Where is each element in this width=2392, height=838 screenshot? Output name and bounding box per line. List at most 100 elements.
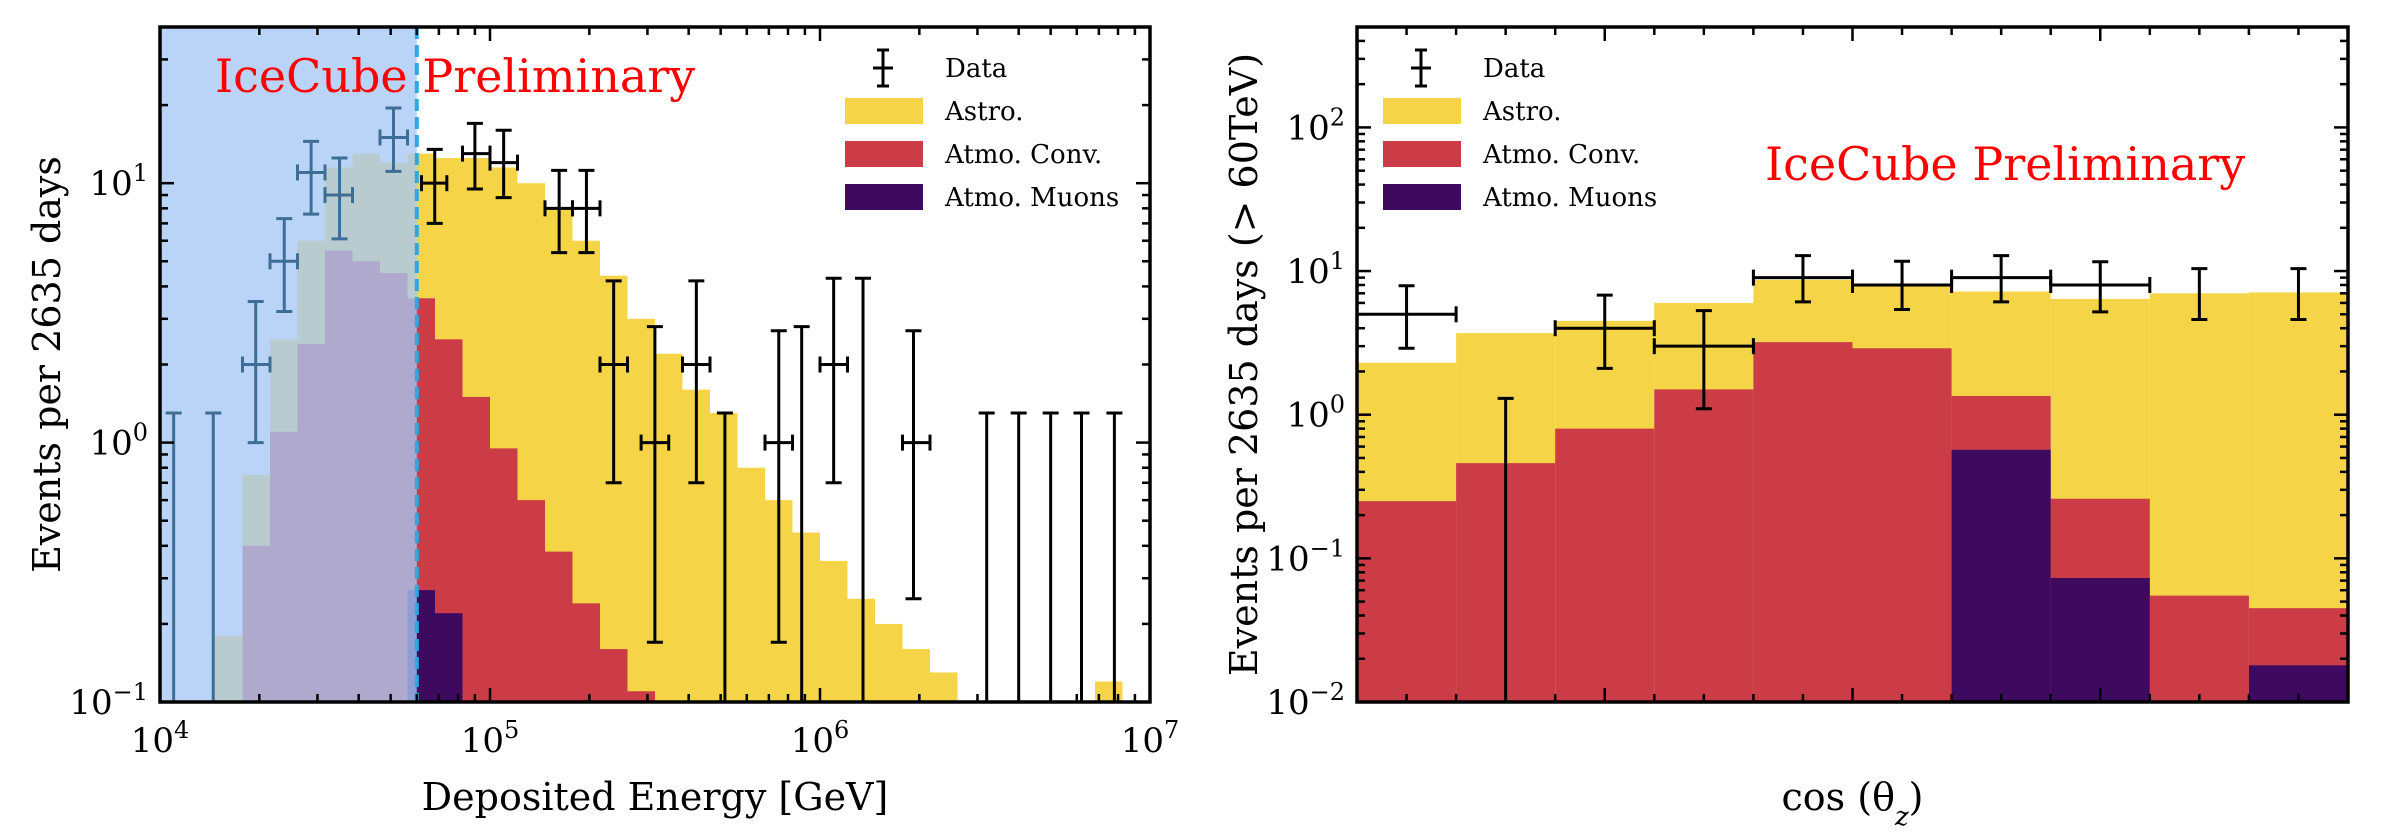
data-point — [793, 325, 810, 702]
x-tick-exponent: 7 — [1164, 716, 1179, 744]
histogram-bar — [2149, 595, 2249, 702]
legend-label: Atmo. Conv. — [944, 140, 1102, 170]
y-tick-exponent: 1 — [1330, 247, 1345, 275]
legend-entry: Atmo. Conv. — [845, 140, 1102, 170]
x-tick-exponent: 5 — [504, 716, 519, 744]
data-point — [1751, 254, 1854, 304]
legend-label: Atmo. Conv. — [1482, 140, 1640, 170]
series-atmo-muons — [1951, 449, 2348, 702]
data-point — [855, 276, 872, 702]
data-point — [1497, 396, 1514, 702]
histogram-bar — [875, 623, 903, 702]
x-axis: 104 105 106 107 — [131, 27, 1179, 761]
legend-entry: Astro. — [1383, 97, 1561, 127]
x-tick-base: 10 — [131, 721, 174, 761]
legend-entry: Atmo. Conv. — [1383, 140, 1640, 170]
data-points — [165, 106, 1123, 702]
y-tick-base: 10 — [89, 164, 132, 204]
data-point — [2191, 267, 2208, 321]
data-point — [716, 411, 733, 702]
legend: Data Astro. Atmo. Conv. Atmo. Muons — [1383, 48, 1657, 213]
legend-swatch — [845, 98, 923, 124]
data-point — [1073, 411, 1090, 702]
y-axis-label: Events per 2635 days (> 60TeV) — [1222, 53, 1266, 676]
y-tick-base: 10 — [1266, 539, 1309, 579]
x-axis-label: Deposited Energy [GeV] — [422, 775, 889, 819]
histogram-bar — [434, 613, 463, 702]
y-tick-label: 102 — [1286, 103, 1345, 148]
histogram-bar — [572, 603, 600, 702]
legend-swatch — [845, 184, 923, 210]
y-tick-base: 10 — [89, 424, 132, 464]
histogram-bar — [930, 672, 958, 702]
y-tick-exponent: 0 — [1330, 391, 1345, 419]
histogram-bar — [737, 467, 765, 702]
y-tick-exponent: −1 — [113, 678, 148, 706]
histogram-bar — [599, 649, 628, 702]
data-point — [205, 411, 222, 702]
data-point — [323, 156, 355, 241]
histogram-bar — [545, 551, 573, 702]
preliminary-annotation: IceCube Preliminary — [215, 49, 695, 103]
data-point — [296, 139, 327, 216]
x-tick-label: 106 — [791, 716, 850, 761]
y-tick-base: 10 — [69, 683, 112, 723]
y-tick-label: 10−1 — [69, 678, 148, 723]
histogram-bar — [1951, 449, 2051, 702]
data-point — [419, 147, 449, 225]
histogram-bar — [2050, 577, 2150, 702]
data-point — [165, 411, 182, 702]
y-tick-exponent: 1 — [133, 159, 148, 187]
x-axis-label-close: ) — [1909, 775, 1924, 819]
legend-label: Astro. — [1482, 97, 1561, 127]
x-axis-label: cos (θz) — [1782, 775, 1924, 832]
data-point — [241, 299, 272, 445]
legend-swatch — [1383, 141, 1461, 167]
data-point — [2049, 260, 2152, 314]
x-tick-base: 10 — [1121, 721, 1164, 761]
x-axis-label-main: cos (θ — [1782, 775, 1895, 819]
preliminary-annotation: IceCube Preliminary — [1765, 137, 2245, 191]
data-point — [571, 168, 602, 255]
histogram-bar — [1357, 501, 1457, 702]
legend-label: Data — [1483, 54, 1545, 84]
histogram-bar — [517, 500, 546, 702]
legend-entry: Atmo. Muons — [1383, 183, 1657, 213]
legend-label: Atmo. Muons — [1482, 183, 1657, 213]
data-point — [1355, 284, 1458, 350]
histogram-bar — [627, 318, 656, 702]
y-tick-base: 10 — [1286, 108, 1329, 148]
legend-label: Atmo. Muons — [944, 183, 1119, 213]
data-point — [1010, 411, 1027, 702]
y-tick-base: 10 — [1286, 252, 1329, 292]
y-tick-label: 10−1 — [1266, 534, 1345, 579]
y-tick-exponent: −1 — [1310, 534, 1345, 562]
histogram-bar — [902, 649, 930, 702]
data-point — [378, 106, 409, 173]
histogram-bar — [820, 560, 848, 702]
histogram-bar — [1852, 348, 1952, 702]
legend-label: Data — [945, 54, 1007, 84]
data-point — [1042, 411, 1059, 702]
y-axis-label: Events per 2635 days — [25, 156, 69, 573]
histogram-bar — [490, 448, 518, 702]
histogram-bar — [627, 691, 656, 702]
y-tick-exponent: 0 — [133, 419, 148, 447]
y-tick-exponent: −2 — [1310, 678, 1345, 706]
legend-entry: Astro. — [845, 97, 1023, 127]
data-point — [598, 279, 630, 485]
y-tick-base: 10 — [1266, 683, 1309, 723]
histogram-bar — [1753, 342, 1853, 702]
below-threshold-shade — [160, 27, 417, 702]
data-point — [488, 128, 520, 200]
x-tick-base: 10 — [791, 721, 834, 761]
x-tick-base: 10 — [461, 721, 504, 761]
data-point — [2290, 267, 2307, 321]
y-tick-base: 10 — [1286, 396, 1329, 436]
histogram-bar — [1555, 428, 1655, 702]
histogram-bar — [462, 396, 490, 702]
